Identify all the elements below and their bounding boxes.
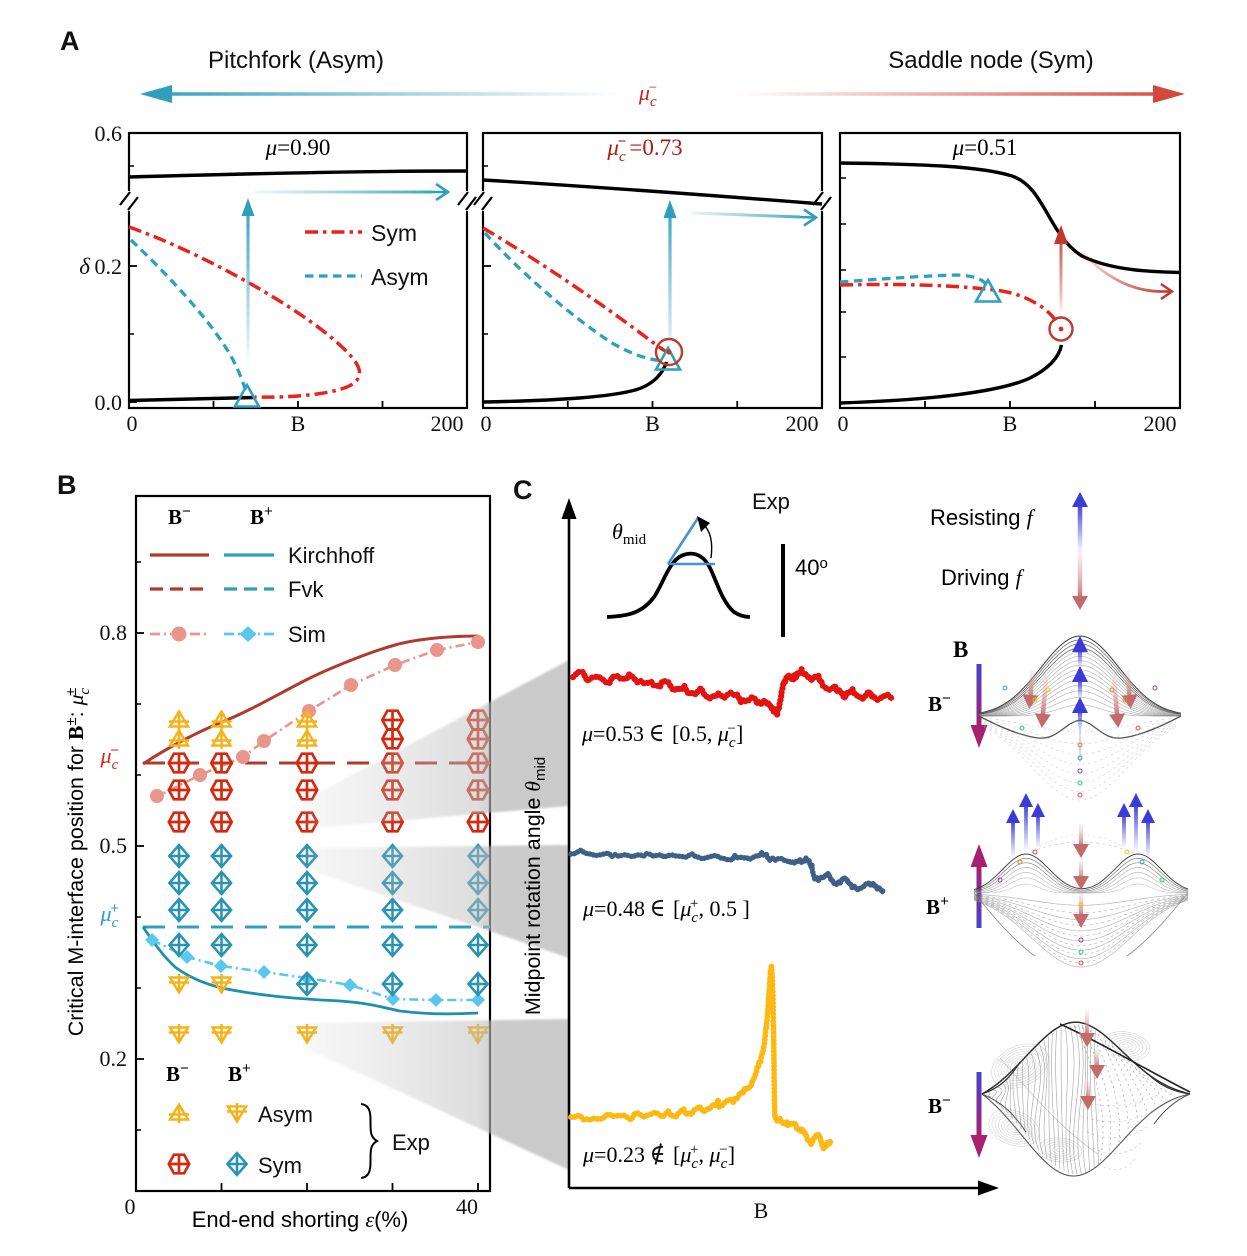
svg-text:B: B — [57, 470, 77, 500]
svg-text:μc−=0.73: μc− =0.73 — [606, 133, 682, 165]
svg-text:0: 0 — [838, 411, 849, 436]
svg-text:μ=0.90: μ=0.90 — [265, 135, 331, 160]
svg-text:End-end shorting ε(%): End-end shorting ε(%) — [192, 1207, 409, 1232]
svg-text:0.2: 0.2 — [100, 1046, 128, 1071]
svg-text:Exp: Exp — [392, 1130, 430, 1155]
svg-text:Sym: Sym — [258, 1153, 302, 1178]
svg-text:Exp: Exp — [752, 489, 790, 514]
svg-text:0.8: 0.8 — [100, 620, 128, 645]
svg-text:μc−: μc− — [100, 742, 120, 773]
svg-text:Midpoint rotation angle θmid: Midpoint rotation angle θmid — [521, 757, 549, 1015]
svg-text:0.5: 0.5 — [100, 833, 128, 858]
svg-text:μc+: μc+ — [100, 900, 120, 931]
svg-text:C: C — [513, 475, 533, 505]
svg-text:0.0: 0.0 — [95, 390, 123, 415]
svg-text:Pitchfork (Asym): Pitchfork (Asym) — [208, 47, 384, 74]
svg-text:μ=0.53: μ=0.53 — [581, 721, 644, 746]
svg-text:0: 0 — [127, 411, 138, 436]
svg-text:δ: δ — [79, 254, 90, 279]
svg-text:μ=0.48: μ=0.48 — [582, 896, 645, 921]
svg-text:Sim: Sim — [288, 622, 326, 647]
svg-text:0.2: 0.2 — [95, 254, 123, 279]
svg-text:200: 200 — [786, 411, 819, 436]
svg-text:Asym: Asym — [258, 1102, 313, 1127]
svg-text:Asym: Asym — [371, 264, 429, 290]
svg-text:Resisting f: Resisting f — [930, 505, 1036, 530]
svg-text:μ=0.51: μ=0.51 — [952, 135, 1018, 160]
svg-text:Sym: Sym — [371, 220, 417, 246]
svg-text:0: 0 — [125, 1194, 136, 1219]
svg-text:0.6: 0.6 — [95, 121, 123, 146]
svg-text:Fvk: Fvk — [288, 577, 324, 602]
svg-text:B: B — [645, 411, 660, 436]
svg-text:A: A — [60, 26, 80, 56]
svg-text:200: 200 — [431, 411, 464, 436]
svg-text:B: B — [754, 1198, 769, 1223]
svg-text:Saddle node (Sym): Saddle node (Sym) — [888, 47, 1093, 74]
svg-text:B: B — [1003, 411, 1018, 436]
svg-text:B: B — [291, 411, 306, 436]
svg-text:0: 0 — [481, 411, 492, 436]
svg-text:μ=0.23: μ=0.23 — [582, 1142, 645, 1167]
svg-text:B: B — [953, 637, 968, 662]
svg-text:μc−: μc− — [638, 80, 657, 110]
svg-text:Driving f: Driving f — [941, 565, 1025, 590]
svg-text:200: 200 — [1144, 411, 1177, 436]
svg-text:Kirchhoff: Kirchhoff — [288, 543, 375, 568]
svg-text:40: 40 — [456, 1194, 478, 1219]
